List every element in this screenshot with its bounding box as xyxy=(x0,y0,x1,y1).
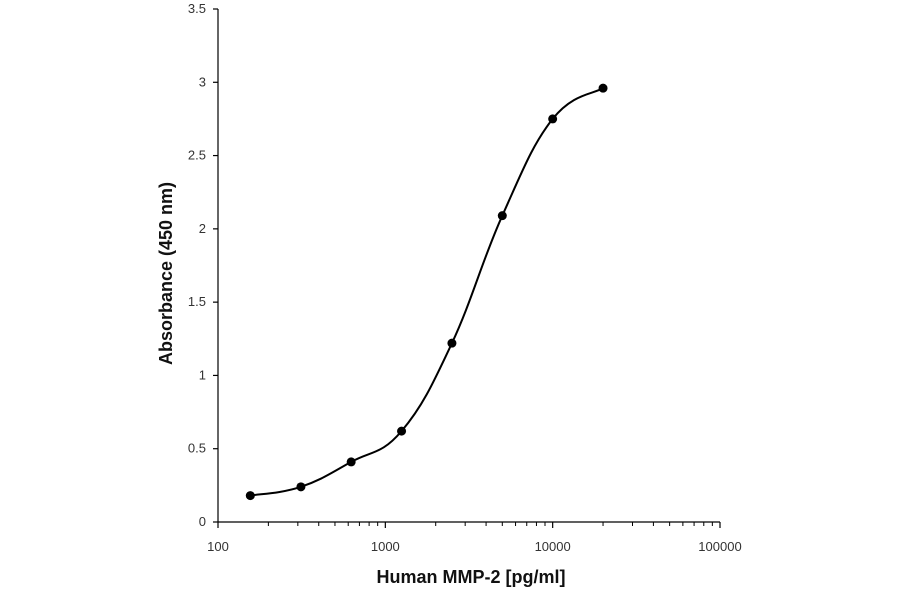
data-point xyxy=(497,211,507,221)
data-point xyxy=(447,338,457,348)
y-tick-label: 0 xyxy=(199,514,206,529)
x-tick-label: 1000 xyxy=(371,539,400,554)
data-point xyxy=(296,482,306,492)
x-tick-label: 10000 xyxy=(535,539,571,554)
data-point xyxy=(397,426,407,436)
data-point xyxy=(548,114,558,124)
data-point xyxy=(346,457,356,467)
y-tick-label: 1.5 xyxy=(188,294,206,309)
axes xyxy=(217,9,720,523)
y-tick-label: 0.5 xyxy=(188,441,206,456)
y-tick-label: 3.5 xyxy=(188,1,206,16)
data-point xyxy=(598,83,608,93)
x-tick-label: 100 xyxy=(207,539,229,554)
x-axis-minor-ticks xyxy=(267,522,713,526)
data-point xyxy=(245,491,255,501)
series-curve xyxy=(250,87,604,497)
y-axis-title: Absorbance (450 nm) xyxy=(156,182,176,365)
y-tick-label: 1 xyxy=(199,367,206,382)
series-layer xyxy=(245,83,608,501)
x-axis-ticks: 100 1000 10000 100000 xyxy=(207,522,742,554)
x-tick-label: 100000 xyxy=(698,539,741,554)
x-axis-title: Human MMP-2 [pg/ml] xyxy=(377,567,566,587)
y-tick-label: 3 xyxy=(199,74,206,89)
y-tick-label: 2 xyxy=(199,221,206,236)
y-tick-label: 2.5 xyxy=(188,148,206,163)
y-axis-ticks: 0 0.5 1 1.5 2 2.5 3 3.5 xyxy=(188,1,218,529)
